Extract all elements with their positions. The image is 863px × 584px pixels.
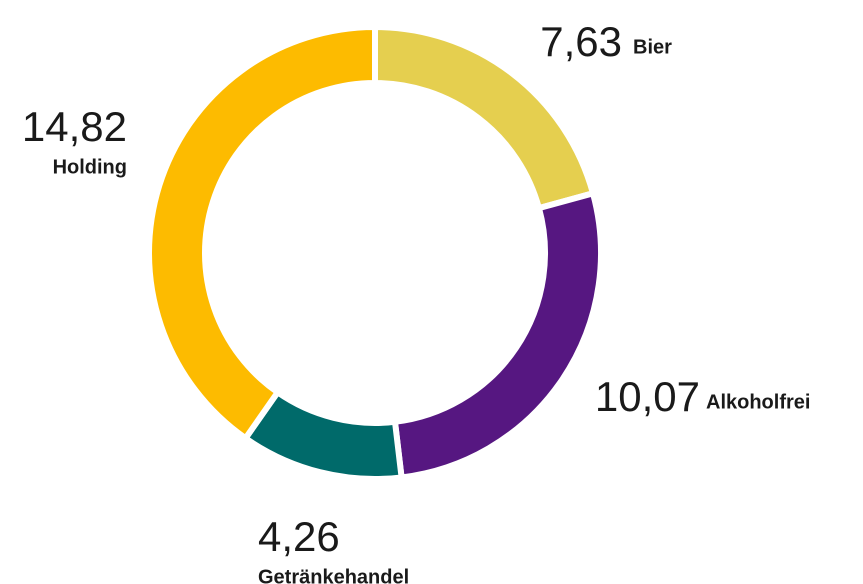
category-label: Alkoholfrei	[706, 391, 810, 413]
donut-segment	[391, 189, 604, 481]
value-label: 7,63	[540, 18, 622, 65]
category-label: Holding	[53, 156, 127, 178]
category-label: Getränkehandel	[258, 566, 409, 584]
donut-segment	[146, 23, 378, 443]
category-label: Bier	[633, 36, 672, 58]
value-label: 14,82	[22, 103, 127, 150]
value-label: 4,26	[258, 513, 340, 560]
value-label: 10,07	[595, 373, 700, 420]
